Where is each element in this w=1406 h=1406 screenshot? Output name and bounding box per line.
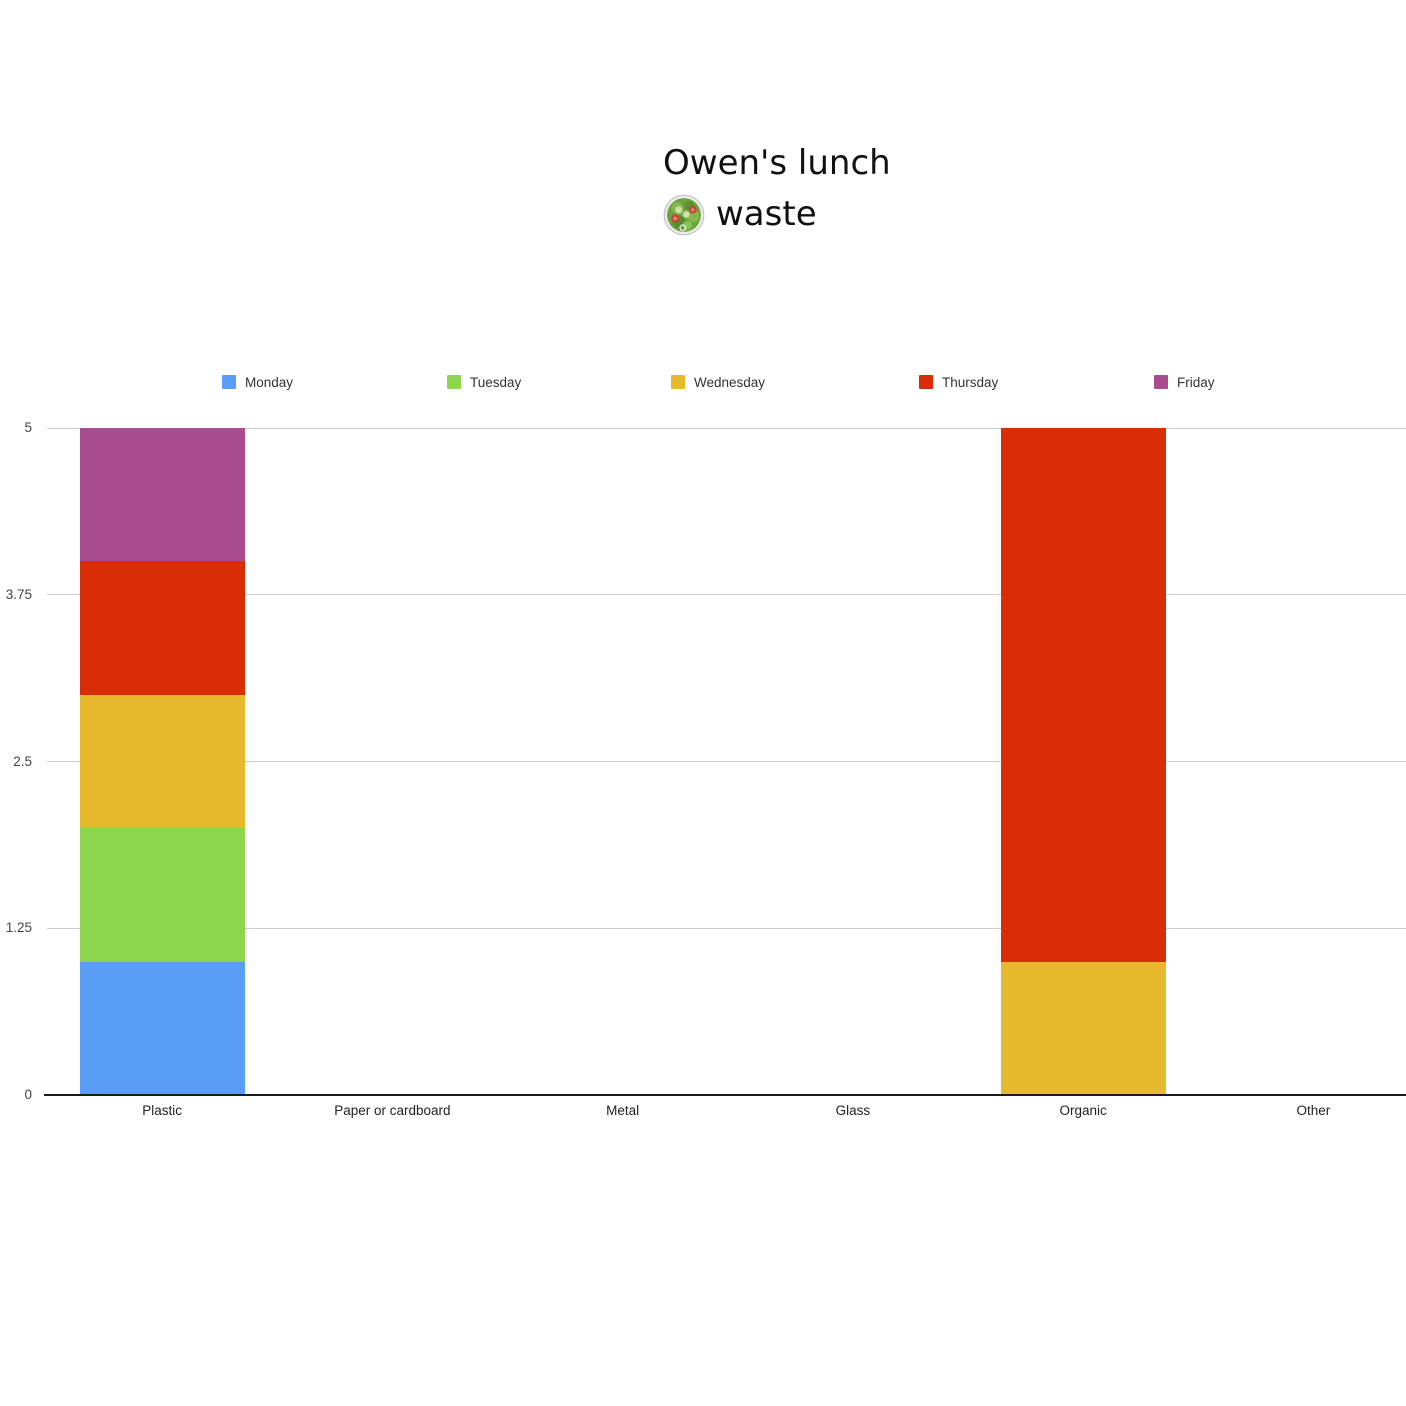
bar-segment-friday-plastic[interactable] xyxy=(79,428,245,562)
gridline xyxy=(47,927,1406,929)
chart-title: Owen's lunch xyxy=(663,138,891,240)
legend-item-friday[interactable]: Friday xyxy=(1154,372,1215,392)
y-axis-label: 5 xyxy=(24,420,32,435)
bar-segment-thursday-organic[interactable] xyxy=(1000,428,1166,962)
y-axis-label: 1.25 xyxy=(5,920,32,936)
green-salad-emoji-icon xyxy=(663,194,705,236)
legend-label-friday: Friday xyxy=(1177,374,1215,390)
legend-color-swatch-thursday xyxy=(919,375,933,389)
legend-color-swatch-tuesday xyxy=(447,375,461,389)
gridline xyxy=(47,594,1406,596)
legend-color-swatch-wednesday xyxy=(671,375,685,389)
bar-segment-wednesday-plastic[interactable] xyxy=(79,694,245,829)
bar-segment-tuesday-plastic[interactable] xyxy=(79,828,245,962)
legend-color-swatch-monday xyxy=(222,375,236,389)
chart-title-line2: waste xyxy=(716,194,817,234)
legend-label-tuesday: Tuesday xyxy=(470,374,522,390)
gridline xyxy=(47,427,1406,429)
y-axis-label: 3.75 xyxy=(5,586,32,602)
x-axis-label-other: Other xyxy=(1296,1103,1331,1118)
x-axis-baseline xyxy=(44,1094,1406,1096)
bar-segment-monday-plastic[interactable] xyxy=(79,961,245,1095)
legend-item-wednesday[interactable]: Wednesday xyxy=(671,372,765,392)
x-axis-label-metal: Metal xyxy=(606,1103,640,1118)
legend-item-thursday[interactable]: Thursday xyxy=(919,372,998,392)
chart-title-line1: Owen's lunch xyxy=(663,143,891,183)
legend-label-thursday: Thursday xyxy=(942,374,999,390)
bar-segment-wednesday-organic[interactable] xyxy=(1000,961,1166,1095)
y-axis-label: 2.5 xyxy=(13,753,32,769)
bar-segment-thursday-plastic[interactable] xyxy=(79,561,245,695)
x-axis-label-organic: Organic xyxy=(1059,1103,1107,1118)
x-axis-label-paper-or-cardboard: Paper or cardboard xyxy=(334,1103,451,1118)
y-axis-label: 0 xyxy=(24,1087,32,1102)
legend-label-wednesday: Wednesday xyxy=(694,374,766,390)
legend-item-monday[interactable]: Monday xyxy=(222,372,293,392)
gridline xyxy=(47,761,1406,762)
x-axis-label-plastic: Plastic xyxy=(142,1103,182,1118)
legend-item-tuesday[interactable]: Tuesday xyxy=(447,372,521,392)
legend-label-monday: Monday xyxy=(245,374,294,390)
x-axis-label-glass: Glass xyxy=(835,1103,871,1118)
legend-color-swatch-friday xyxy=(1154,375,1168,389)
